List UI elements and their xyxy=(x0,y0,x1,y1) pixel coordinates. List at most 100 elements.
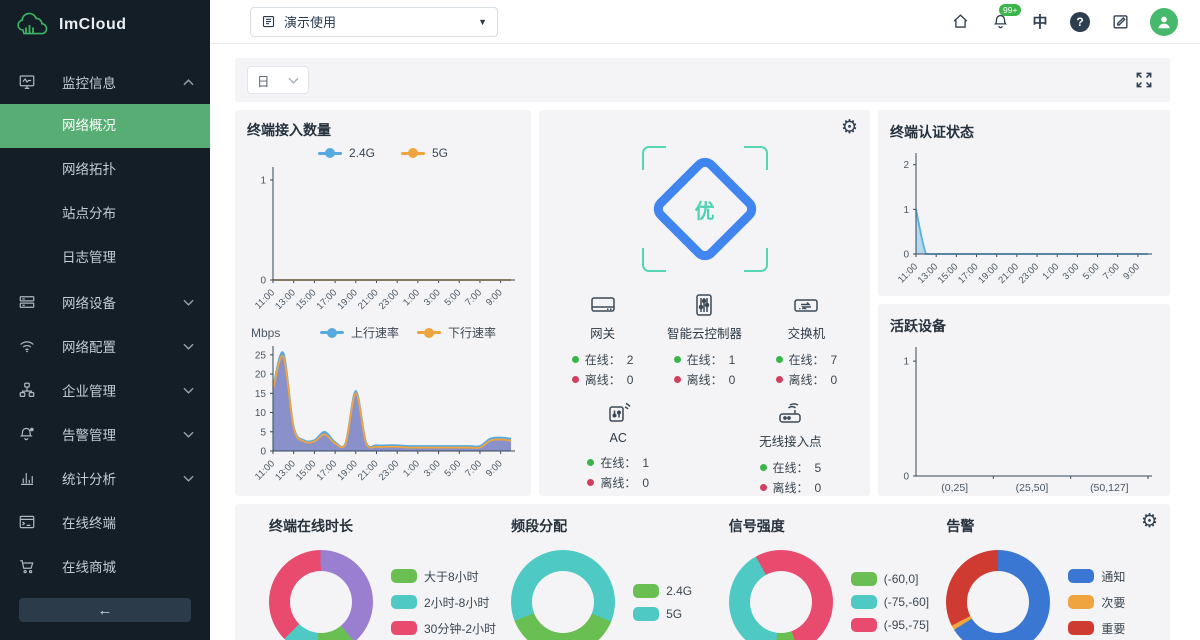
svg-text:3:00: 3:00 xyxy=(422,287,443,308)
home-icon[interactable] xyxy=(950,12,970,32)
svg-text:21:00: 21:00 xyxy=(996,261,1021,286)
sidebar-collapse-button[interactable]: ← xyxy=(19,598,191,622)
legend-swatch xyxy=(1068,595,1095,609)
active-devices-card: 活跃设备 0 1 (0,25] (25,50] (50,127] xyxy=(878,304,1170,496)
speed-chart[interactable]: 0 5 10 15 20 25 11:00 13:00 15:00 17:00 19:00 21:00… xyxy=(247,341,519,493)
sidebar-item-network-overview[interactable]: 网络概况 xyxy=(0,104,210,148)
notification-badge: 99+ xyxy=(999,3,1022,16)
sidebar-item-monitor-info[interactable]: 监控信息 xyxy=(0,60,210,104)
online-count: 5 xyxy=(814,460,822,475)
card-title: 信号强度 xyxy=(728,518,785,534)
legend-swatch xyxy=(391,569,417,583)
svg-text:15: 15 xyxy=(255,389,267,400)
question-mark: ? xyxy=(1070,11,1090,32)
chevron-down-icon xyxy=(183,299,194,306)
legend-item[interactable]: 重要 xyxy=(1068,620,1125,637)
help-icon[interactable]: ? xyxy=(1070,11,1090,32)
user-avatar[interactable] xyxy=(1150,7,1178,36)
donut-legend: 通知 次要 重要 xyxy=(1068,568,1125,637)
donut-hole xyxy=(290,571,352,633)
card-title: 频段分配 xyxy=(511,518,568,534)
sidebar-item-online-store[interactable]: 在线商城 xyxy=(0,544,210,588)
sidebar-item-online-terminals[interactable]: 在线终端 xyxy=(0,500,210,544)
sidebar-item-network-devices[interactable]: 网络设备 xyxy=(0,280,210,324)
sidebar-item-label: 在线终端 xyxy=(62,516,116,531)
device-name: 智能云控制器 xyxy=(666,327,742,341)
main-area: 演示使用 ▼ 99+ 中 ? xyxy=(210,0,1200,640)
svg-text:0: 0 xyxy=(260,276,266,287)
svg-text:(0,25]: (0,25] xyxy=(941,482,968,494)
period-selector-dropdown[interactable]: 日 xyxy=(247,66,309,94)
sidebar-item-network-topology[interactable]: 网络拓扑 xyxy=(62,162,116,177)
legend-item-upload[interactable]: 上行速率 xyxy=(319,324,399,341)
org-selector-dropdown[interactable]: 演示使用 ▼ xyxy=(250,6,498,37)
legend-item[interactable]: 2.4G xyxy=(633,583,692,598)
signal-strength-donut[interactable] xyxy=(728,550,833,640)
logo: ImCloud xyxy=(0,0,210,48)
network-health-card: ⚙ 优 网关 在线： 2 xyxy=(539,110,870,496)
sidebar: ImCloud 监控信息 网络概况 网络拓扑 站点分布 日志管理 网络设备 xyxy=(0,0,210,640)
health-grade-widget: 优 xyxy=(630,134,780,284)
gateway-icon xyxy=(590,297,615,312)
terminal-access-chart[interactable]: 0 1 11:00 13:00 15:00 17:00 19:00 21:00 23:00 1:0… xyxy=(247,162,519,320)
svg-text:25: 25 xyxy=(255,350,267,361)
chevron-down-icon xyxy=(183,475,194,482)
legend-item[interactable]: 大于8小时 xyxy=(391,568,496,585)
language-icon[interactable]: 中 xyxy=(1032,14,1048,31)
donut-groups: 终端在线时长 大于8小时 2小时-8小时 30分钟-2小时 频段分配 xyxy=(255,516,1150,640)
devices-icon xyxy=(18,293,36,311)
card-title: 终端在线时长 xyxy=(269,518,353,534)
sidebar-item-log-management[interactable]: 日志管理 xyxy=(62,250,116,265)
legend-item[interactable]: 次要 xyxy=(1068,594,1125,611)
active-devices-chart[interactable]: 0 1 (0,25] (25,50] (50,127] xyxy=(890,342,1158,496)
switch-icon xyxy=(794,299,819,312)
settings-gear-icon[interactable]: ⚙ xyxy=(840,117,858,138)
notifications-bell-icon[interactable]: 99+ xyxy=(990,3,1022,32)
donut-hole xyxy=(532,571,595,633)
feedback-edit-icon[interactable] xyxy=(1110,12,1130,32)
band-allocation-donut[interactable] xyxy=(511,550,616,640)
online-count: 1 xyxy=(728,352,736,367)
device-wireless-ap: 无线接入点 在线： 5 离线： 0 xyxy=(759,400,822,496)
ac-icon xyxy=(609,402,631,422)
sidebar-item-site-distribution[interactable]: 站点分布 xyxy=(62,206,116,221)
alarms-donut[interactable] xyxy=(946,550,1051,640)
svg-text:2: 2 xyxy=(903,160,909,171)
auth-status-chart[interactable]: 0 1 2 11:00 13:00 15:00 17:00 19:00 21:00 23:00 1:… xyxy=(890,148,1158,294)
online-duration-donut[interactable] xyxy=(269,550,373,640)
svg-text:1:00: 1:00 xyxy=(401,458,422,479)
svg-text:17:00: 17:00 xyxy=(315,458,340,483)
legend-item[interactable]: 30分钟-2小时 xyxy=(391,620,496,637)
legend-item[interactable]: (-95,-75] xyxy=(850,618,929,632)
sidebar-item-alarm-mgmt[interactable]: 告警管理 xyxy=(0,412,210,456)
legend-item[interactable]: (-75,-60] xyxy=(850,595,929,609)
svg-text:19:00: 19:00 xyxy=(976,261,1001,286)
legend-item[interactable]: (-60,0] xyxy=(850,572,929,586)
wifi-icon xyxy=(18,337,36,355)
svg-text:23:00: 23:00 xyxy=(377,458,402,483)
svg-text:20: 20 xyxy=(255,370,267,381)
legend-item[interactable]: 5G xyxy=(633,606,692,621)
alarm-bell-icon xyxy=(18,425,36,443)
legend-item-5g[interactable]: 5G xyxy=(401,146,448,160)
fullscreen-icon[interactable] xyxy=(1134,70,1154,90)
sidebar-item-enterprise-mgmt[interactable]: 企业管理 xyxy=(0,368,210,412)
sidebar-item-network-config[interactable]: 网络配置 xyxy=(0,324,210,368)
legend-item-24g[interactable]: 2.4G xyxy=(317,146,375,160)
sidebar-item-statistics[interactable]: 统计分析 xyxy=(0,456,210,500)
legend-item[interactable]: 2小时-8小时 xyxy=(391,594,496,611)
legend-swatch xyxy=(391,595,417,609)
bar-chart-icon xyxy=(18,469,36,487)
statistics-donuts-card: ⚙ 终端在线时长 大于8小时 2小时-8小时 30分钟-2小时 xyxy=(235,504,1170,640)
donut-hole xyxy=(967,571,1030,633)
device-name: 无线接入点 xyxy=(759,435,822,449)
device-status-row-2: AC 在线： 1 离线： 0 无线接入点 在线： 5 离线： 0 xyxy=(549,400,860,496)
svg-text:11:00: 11:00 xyxy=(896,261,920,285)
device-gateway: 网关 在线： 2 离线： 0 xyxy=(571,292,633,388)
legend-item[interactable]: 通知 xyxy=(1068,568,1125,585)
svg-text:11:00: 11:00 xyxy=(253,458,277,482)
device-status-row-1: 网关 在线： 2 离线： 0 智能云控制器 在线： 1 离线： 0 交换机 xyxy=(549,292,860,388)
legend-item-download[interactable]: 下行速率 xyxy=(417,324,496,341)
settings-gear-icon[interactable]: ⚙ xyxy=(1140,511,1158,532)
